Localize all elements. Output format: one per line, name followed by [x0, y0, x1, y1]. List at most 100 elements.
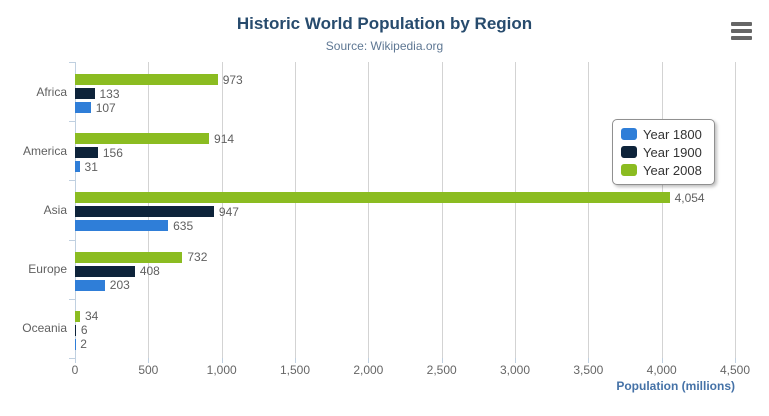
x-axis-tick	[441, 358, 443, 363]
x-axis-title: Population (millions)	[616, 379, 735, 393]
data-label: 107	[95, 100, 116, 115]
x-axis-tick	[148, 358, 150, 363]
hamburger-bar	[731, 36, 752, 40]
bar-year-1900-europe[interactable]	[75, 265, 135, 277]
legend-item-year-1800[interactable]: Year 1800	[621, 125, 702, 143]
x-axis-tick	[295, 358, 296, 363]
bar-group-line: 4,054	[75, 190, 735, 205]
bar-year-1900-africa[interactable]	[75, 88, 95, 99]
data-label: 156	[102, 145, 123, 160]
bar-year-1900-america[interactable]	[75, 147, 98, 159]
bar-year-2008-america[interactable]	[75, 133, 210, 145]
legend-item-year-2008[interactable]: Year 2008	[621, 161, 702, 179]
data-label: 914	[214, 131, 235, 146]
y-axis-tick	[69, 358, 75, 359]
bar-group-line: 34	[75, 309, 735, 324]
bar-group-line: 107	[75, 100, 735, 115]
y-axis-tick	[69, 121, 75, 123]
bar-group-line: 31	[75, 159, 735, 174]
gridline	[441, 62, 443, 358]
category-label: America	[22, 143, 67, 158]
bar-group-line: 156	[75, 145, 735, 160]
y-axis-tick	[69, 180, 75, 182]
bar-year-2008-oceania[interactable]	[75, 310, 80, 322]
category-label: Asia	[43, 202, 67, 217]
x-axis-tick-label: 2,000	[353, 363, 384, 377]
data-label: 973	[222, 72, 243, 87]
category-row-asia: Asia 4,054 947 635	[44, 180, 735, 239]
legend-symbol-year-2008	[621, 164, 637, 176]
category-row-africa: Africa 973 133 107	[36, 62, 735, 121]
data-label: 6	[80, 323, 88, 338]
bar-year-1900-oceania[interactable]	[75, 324, 76, 336]
bar-group-line: 2	[75, 337, 735, 351]
bar-group-line: 408	[75, 264, 735, 279]
plot-area: Africa 973 133 107 America 914 156 31 Asia 4,054 9…	[22, 62, 736, 363]
legend: Year 1800 Year 1900 Year 2008	[612, 119, 715, 185]
bar-year-2008-europe[interactable]	[75, 251, 183, 263]
gridline	[661, 62, 663, 358]
data-label: 34	[84, 309, 99, 324]
legend-label: Year 1800	[643, 126, 702, 142]
legend-item-year-1900[interactable]: Year 1900	[621, 143, 702, 161]
legend-symbol-year-1800	[621, 128, 637, 140]
bar-year-1800-europe[interactable]	[75, 279, 105, 291]
gridline	[588, 62, 590, 358]
bar-group-line: 133	[75, 87, 735, 101]
x-axis-tick	[221, 358, 223, 363]
x-axis-tick-label: 4,000	[646, 363, 677, 377]
bar-group-line: 635	[75, 218, 735, 233]
data-label: 635	[173, 218, 194, 233]
category-label: Europe	[28, 262, 67, 277]
category-label: Oceania	[22, 321, 67, 336]
x-axis-tick-label: 1,500	[279, 363, 311, 377]
legend-label: Year 2008	[643, 162, 702, 178]
chart-title: Historic World Population by Region	[236, 14, 533, 33]
bar-year-2008-asia[interactable]	[75, 192, 670, 204]
category-row-america: America 914 156 31	[23, 121, 735, 180]
context-menu-icon[interactable]	[729, 20, 755, 42]
bar-year-1800-africa[interactable]	[75, 102, 91, 113]
gridline	[221, 62, 223, 358]
bar-year-1800-america[interactable]	[75, 161, 80, 173]
gridline	[515, 62, 516, 358]
data-label: 732	[187, 250, 208, 265]
x-axis-tick	[661, 358, 663, 363]
hamburger-bar	[731, 29, 752, 33]
x-axis-tick	[368, 358, 370, 363]
x-axis-tick-label: 500	[138, 363, 159, 377]
x-axis-tick-label: 3,500	[573, 363, 604, 377]
x-axis-tick-label: 4,500	[719, 363, 751, 377]
x-axis-tick-label: 3,000	[499, 363, 531, 377]
bar-year-2008-africa[interactable]	[75, 74, 218, 85]
data-label: 408	[139, 264, 160, 279]
data-label: 203	[109, 278, 130, 293]
category-row-europe: Europe 732 408 203	[28, 240, 735, 299]
x-axis-tick	[75, 358, 76, 363]
category-label: Africa	[36, 84, 67, 99]
data-label: 947	[218, 204, 239, 219]
x-axis-tick	[515, 358, 516, 363]
bar-group-line: 732	[75, 250, 735, 265]
bar-group-line: 973	[75, 72, 735, 87]
x-axis-tick	[588, 358, 590, 363]
y-axis-tick	[69, 298, 75, 300]
bar-group-line: 947	[75, 204, 735, 219]
bar-group-line: 6	[75, 323, 735, 338]
legend-label: Year 1900	[643, 144, 702, 160]
y-axis-tick	[69, 239, 75, 241]
bar-year-1800-asia[interactable]	[75, 220, 169, 232]
x-axis-tick-label: 0	[71, 363, 79, 377]
data-label: 4,054	[674, 190, 705, 205]
hamburger-bar	[731, 22, 752, 26]
x-axis-tick-label: 2,500	[426, 363, 457, 377]
data-label: 31	[84, 159, 98, 174]
legend-symbol-year-1900	[621, 146, 637, 158]
bar-group-line: 203	[75, 278, 735, 293]
gridline	[368, 62, 370, 358]
gridline	[295, 62, 296, 358]
bar-year-1900-asia[interactable]	[75, 206, 214, 218]
y-axis-tick	[69, 62, 75, 63]
gridline	[735, 62, 736, 358]
